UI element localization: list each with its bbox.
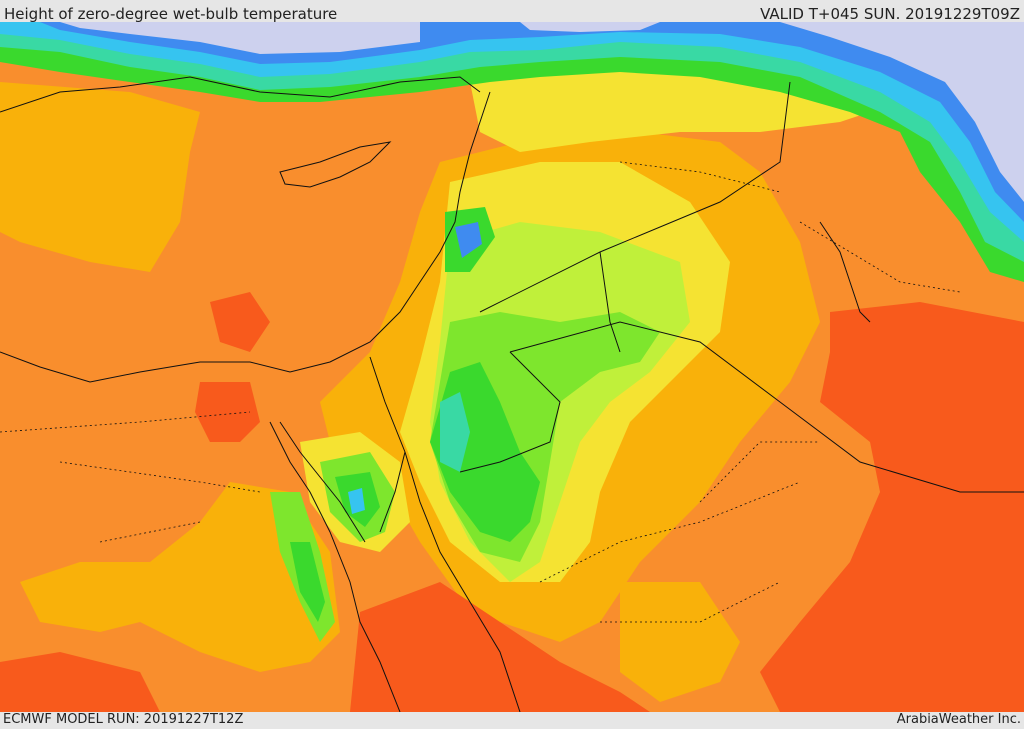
model-run-label: ECMWF MODEL RUN: 20191227T12Z <box>3 712 244 727</box>
border-jordan-iraq <box>479 81 791 313</box>
field-red-nile <box>195 382 260 442</box>
coastline-gulf-aqaba <box>379 451 406 533</box>
field-red-iraq <box>760 302 1024 712</box>
coastline-gulf-suez <box>279 421 366 543</box>
field-blue-lebanon <box>455 222 482 258</box>
coastline-persian-gulf <box>819 221 871 323</box>
border-egypt-israel <box>369 356 406 453</box>
credit-label: ArabiaWeather Inc. <box>896 712 1021 727</box>
coastline-cyprus <box>279 141 392 188</box>
field-red-southwest <box>0 652 160 712</box>
border-syria-iraq <box>599 251 621 353</box>
field-amber-northwest <box>0 82 200 272</box>
field-amber-sinai-south <box>20 482 340 672</box>
coastline-red-sea-east <box>404 451 521 712</box>
field-red-saudi-south <box>350 582 650 712</box>
coastline-red-sea-west <box>269 421 401 712</box>
field-lavender-north-east <box>780 22 1024 202</box>
field-lavender-north-center <box>520 22 660 32</box>
field-amber-saudi <box>620 582 740 702</box>
field-red-delta <box>210 292 270 352</box>
field-cyan-sinai <box>348 488 365 514</box>
field-teal-north-belt <box>0 22 1024 262</box>
map-title: Height of zero-degree wet-bulb temperatu… <box>4 5 338 23</box>
field-bright-green-hijaz <box>290 542 325 622</box>
border-dotted-provinces <box>0 161 961 623</box>
field-teal-valley <box>440 392 470 472</box>
border-saudi-iraq <box>509 321 1024 493</box>
field-lavender-north-west <box>60 22 420 54</box>
map-canvas <box>0 22 1024 712</box>
valid-time-label: VALID T+045 SUN. 20191229T09Z <box>760 5 1020 23</box>
forecast-map[interactable] <box>0 22 1024 712</box>
coastline-mediterranean <box>0 91 491 383</box>
border-jordan-saudi <box>459 351 561 473</box>
coastline-turkey <box>0 76 481 113</box>
